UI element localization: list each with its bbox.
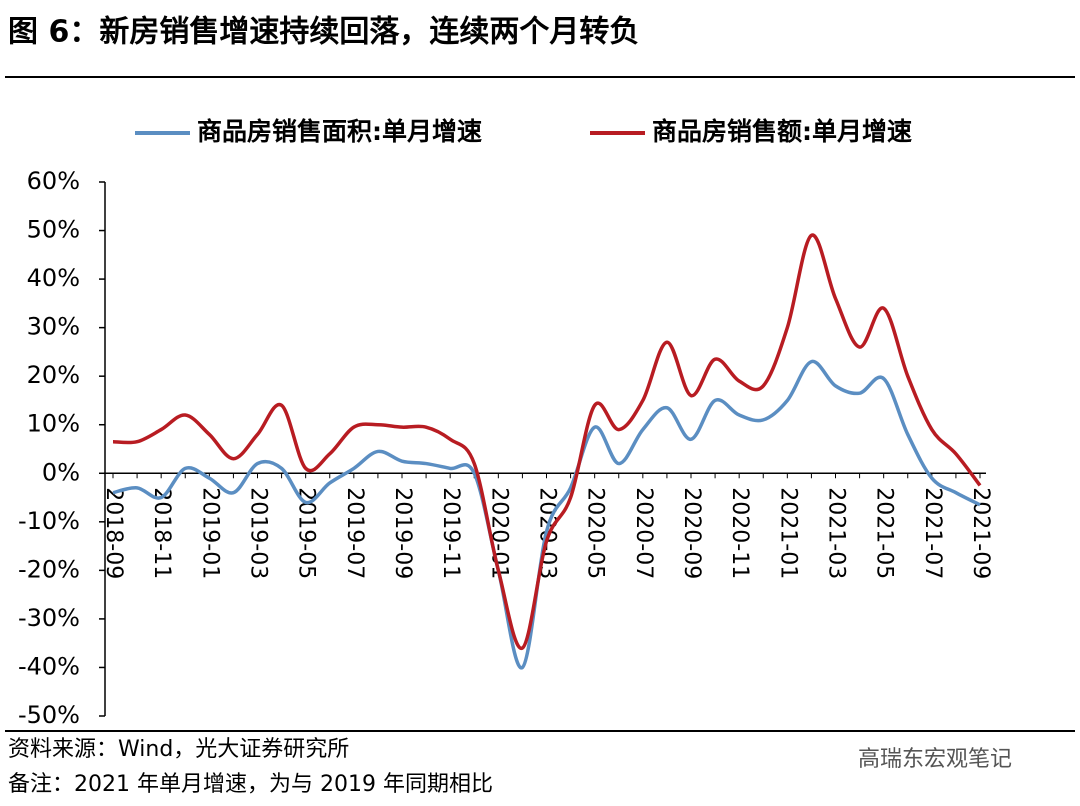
y-tick-label: 50% [27,216,80,244]
x-tick-label: 2019-07 [342,487,367,579]
y-tick-label: 60% [27,167,80,195]
y-tick-label: 20% [27,361,80,389]
x-tick-label: 2019-09 [390,487,415,579]
y-tick-label: 0% [42,458,80,486]
x-tick-label: 2021-05 [872,487,897,579]
legend-label: 商品房销售面积:单月增速 [197,117,482,146]
y-tick-label: -30% [18,604,80,632]
x-tick-label: 2018-09 [101,487,126,579]
y-tick-label: -20% [18,555,80,583]
y-tick-label: -40% [18,652,80,680]
note: 备注：2021 年单月增速，为与 2019 年同期相比 [8,772,493,797]
x-tick-label: 2021-07 [920,487,945,579]
x-tick-label: 2019-11 [438,487,463,579]
chart-title: 图 6：新房销售增速持续回落，连续两个月转负 [8,15,639,50]
series-line [112,233,982,650]
x-tick-label: 2018-11 [149,487,174,579]
y-tick-label: 30% [27,313,80,341]
x-tick-label: 2020-07 [631,487,656,579]
legend-label: 商品房销售额:单月增速 [652,117,912,146]
x-tick-label: 2019-03 [246,487,271,579]
x-tick-label: 2021-01 [775,487,800,579]
y-tick-label: 40% [27,264,80,292]
x-tick-label: 2020-09 [679,487,704,579]
y-tick-label: -10% [18,507,80,535]
y-tick-label: -50% [18,701,80,729]
watermark: 高瑞东宏观笔记 [858,747,1012,772]
source: 资料来源：Wind，光大证券研究所 [8,737,349,762]
x-tick-label: 2020-11 [727,487,752,579]
x-tick-label: 2020-05 [583,487,608,579]
x-tick-label: 2019-01 [197,487,222,579]
x-tick-label: 2021-03 [824,487,849,579]
y-tick-label: 10% [27,410,80,438]
